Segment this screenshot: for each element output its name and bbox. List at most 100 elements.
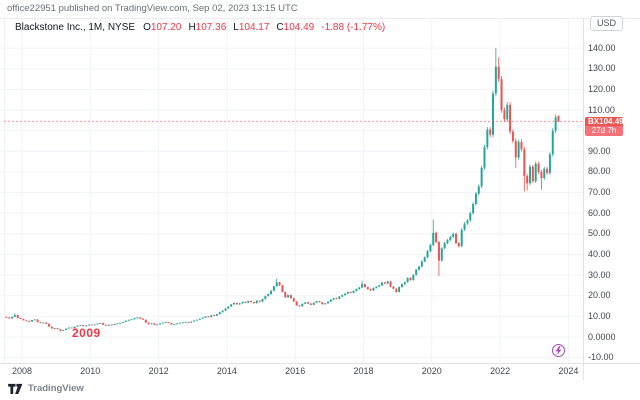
lightning-bolt-icon — [555, 346, 562, 355]
candle — [45, 322, 48, 324]
candle — [272, 286, 275, 291]
candle — [289, 295, 292, 299]
candle — [312, 302, 315, 305]
idea-marker[interactable] — [552, 344, 565, 357]
candle — [449, 236, 452, 241]
candle — [409, 277, 412, 281]
candle — [278, 282, 281, 286]
candle — [93, 324, 96, 326]
candle — [235, 302, 238, 305]
candle — [73, 326, 76, 329]
time-scale[interactable]: 2008 2010 2012 2014 2016 2018 2020 2022 2024 — [0, 366, 640, 380]
candle — [423, 257, 426, 262]
candle — [415, 269, 418, 275]
candle — [287, 295, 290, 298]
candle — [386, 281, 389, 284]
candle — [215, 314, 218, 316]
candle — [460, 229, 463, 247]
candle — [551, 130, 554, 155]
price-tick-label: -10.00 — [588, 352, 614, 363]
candle — [258, 300, 261, 302]
candle — [403, 282, 406, 285]
candle — [526, 176, 529, 184]
price-tick-label: 20.00 — [588, 290, 611, 301]
candle — [156, 324, 159, 326]
candle — [395, 288, 398, 293]
symbol-title: Blackstone Inc., 1M, NYSE — [15, 22, 136, 33]
candle — [96, 323, 99, 325]
year-tick-label: 2020 — [421, 366, 442, 376]
candle — [378, 285, 381, 287]
candle — [178, 322, 181, 324]
candle — [309, 303, 312, 305]
candle — [483, 147, 486, 168]
candle — [42, 322, 45, 324]
price-tick-label: 10.00 — [588, 310, 611, 321]
price-tick-label: 70.00 — [588, 187, 611, 198]
candle — [76, 325, 79, 327]
candle — [341, 295, 344, 297]
chart-canvas[interactable] — [0, 18, 583, 363]
candle — [224, 308, 227, 311]
candle — [39, 322, 42, 324]
candle — [65, 328, 68, 330]
price-tick-label: 110.00 — [588, 104, 615, 115]
year-tick-label: 2012 — [148, 366, 169, 376]
candle — [500, 79, 503, 111]
candle — [477, 186, 480, 194]
year-tick-label: 2022 — [490, 366, 511, 376]
candle — [119, 322, 122, 324]
candle — [400, 284, 403, 288]
candle — [463, 223, 466, 230]
price-tick-label: 130.00 — [588, 63, 616, 74]
candle — [474, 193, 477, 204]
candle — [363, 284, 366, 288]
candle — [19, 318, 22, 319]
price-tick-label: 50.00 — [588, 228, 611, 239]
candle — [113, 323, 116, 326]
candle — [284, 292, 287, 298]
candle — [190, 321, 193, 323]
candle — [173, 323, 176, 325]
candle — [398, 287, 401, 293]
currency-button[interactable]: USD — [590, 16, 624, 31]
candle — [543, 168, 546, 179]
candle — [136, 317, 139, 319]
candle — [292, 298, 295, 302]
candle — [161, 322, 164, 324]
candle — [329, 299, 332, 302]
candle — [517, 141, 520, 158]
candle — [324, 303, 327, 305]
year-tick-label: 2008 — [11, 366, 33, 376]
bar-countdown: 27d 7h — [585, 126, 623, 136]
price-tick-label: 60.00 — [588, 207, 611, 218]
candle — [159, 323, 162, 325]
candle — [270, 290, 273, 295]
candle — [176, 323, 179, 325]
tradingview-brand-text[interactable]: TradingView — [28, 383, 84, 394]
attribution-text: office22951 published on TradingView.com… — [7, 3, 298, 14]
candle — [383, 282, 386, 284]
candle — [221, 310, 224, 313]
candle — [250, 301, 253, 303]
tradingview-logo-icon[interactable] — [8, 383, 23, 394]
candle — [506, 104, 509, 120]
candle — [554, 117, 557, 131]
symbol-legend[interactable]: Blackstone Inc., 1M, NYSE O107.20 H107.3… — [15, 22, 385, 33]
candle — [213, 315, 216, 317]
candle — [332, 298, 335, 300]
candle — [210, 315, 213, 317]
candle — [529, 166, 532, 184]
candle — [198, 318, 201, 320]
candle — [523, 149, 526, 177]
candle — [33, 319, 36, 321]
year-tick-label: 2016 — [285, 366, 306, 376]
candle — [381, 282, 384, 286]
last-price-label: BX 104.49 27d 7h — [585, 116, 623, 136]
candle — [247, 301, 250, 303]
candle — [537, 163, 540, 172]
price-scale[interactable]: 140.00130.00120.00110.00100.0090.0080.00… — [588, 0, 638, 400]
candle — [36, 319, 39, 323]
candle — [531, 166, 534, 182]
candle — [107, 324, 110, 326]
